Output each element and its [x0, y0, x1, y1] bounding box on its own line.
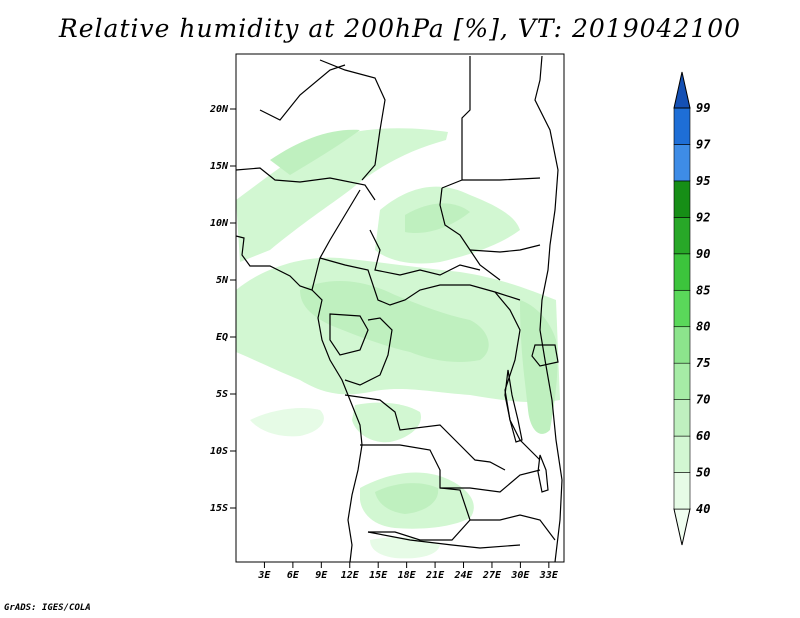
- lake-victoria: [531, 344, 559, 367]
- border-cameroon: [311, 189, 361, 291]
- colorbar-segment-7: [673, 217, 691, 255]
- colorbar-label-9: 95: [696, 174, 710, 188]
- lat-label-4: EQ: [216, 332, 228, 343]
- lon-label-4: 15E: [369, 570, 388, 581]
- border-angola: [360, 444, 471, 541]
- lat-label-0: 20N: [209, 104, 229, 115]
- colorbar-label-8: 92: [696, 210, 710, 224]
- colorbar-segment-5: [673, 289, 691, 328]
- colorbar-label-4: 75: [696, 356, 710, 370]
- lat-label-6: 10S: [210, 446, 228, 457]
- colorbar-label-1: 50: [696, 466, 710, 480]
- colorbar-label-3: 70: [696, 393, 710, 407]
- colorbar-label-11: 99: [696, 101, 710, 115]
- lon-label-6: 21E: [425, 570, 445, 581]
- lon-label-2: 9E: [315, 570, 328, 581]
- map-frame: [235, 53, 565, 563]
- country-borders: [235, 55, 563, 563]
- humidity-area-congo-core: [300, 280, 489, 363]
- colorbar: 40 50 60 70 75 80 85 90 92 95 97 99: [673, 71, 711, 546]
- lon-label-5: 18E: [398, 570, 417, 581]
- colorbar-segment-9: [673, 144, 691, 182]
- coastline-west: [235, 235, 363, 563]
- border-congo: [319, 257, 521, 306]
- humidity-area-sahel-core: [270, 129, 360, 175]
- border-namibia: [367, 531, 521, 549]
- humidity-field: [236, 128, 560, 559]
- colorbar-label-2: 60: [696, 429, 710, 443]
- longitude-axis: 3E 6E 9E 12E 15E 18E 21E 24E 27E 30E 33E: [257, 562, 559, 581]
- colorbar-label-6: 85: [696, 283, 710, 297]
- colorbar-segment-3: [673, 362, 691, 400]
- humidity-area-angola: [352, 402, 421, 443]
- border-chad-east: [439, 187, 501, 281]
- lon-label-1: 6E: [287, 570, 300, 581]
- humidity-area-atlantic: [250, 408, 324, 437]
- grads-credit: GrADS: IGES/COLA: [4, 603, 91, 613]
- humidity-area-southern-core: [375, 483, 439, 514]
- lon-label-8: 27E: [482, 570, 502, 581]
- lat-label-1: 15N: [210, 161, 229, 172]
- border-gabon: [329, 313, 369, 356]
- humidity-area-east-africa: [520, 300, 558, 434]
- lon-label-0: 3E: [257, 570, 271, 581]
- colorbar-segment-0: [673, 472, 691, 510]
- border-zimbabwe: [470, 514, 556, 541]
- lat-label-3: 5N: [216, 275, 229, 286]
- border-mali-niger: [259, 64, 346, 121]
- border-algeria-libya: [319, 59, 386, 181]
- colorbar-segment-1: [673, 435, 691, 473]
- colorbar-segment-10: [673, 107, 691, 145]
- border-car-north: [369, 229, 481, 276]
- colorbar-label-7: 90: [696, 247, 710, 261]
- colorbar-label-5: 80: [696, 320, 710, 334]
- coastline-east: [534, 55, 563, 563]
- colorbar-segment-4: [673, 326, 691, 364]
- border-libya-egypt: [441, 56, 471, 189]
- map-title: Relative humidity at 200hPa [%], VT: 201…: [58, 14, 742, 43]
- latitude-axis: 20N 15N 10N 5N EQ 5S 10S 15S: [209, 104, 236, 514]
- colorbar-high-arrow: [673, 71, 691, 109]
- lon-label-10: 33E: [539, 570, 559, 581]
- border-drc-west: [344, 317, 393, 386]
- colorbar-label-0: 40: [696, 502, 710, 516]
- border-egypt-sudan: [462, 177, 541, 181]
- border-niger-south: [235, 167, 376, 201]
- lat-label-2: 10N: [210, 218, 229, 229]
- humidity-area-south-lower: [370, 537, 440, 559]
- border-drc-south: [344, 394, 506, 471]
- humidity-area-sudan-core: [405, 203, 470, 234]
- lat-label-5: 5S: [216, 389, 228, 400]
- border-sudan-ssudan: [469, 244, 541, 253]
- border-zambia: [440, 469, 541, 493]
- colorbar-segment-2: [673, 399, 691, 437]
- colorbar-label-10: 97: [696, 137, 711, 151]
- lake-tanganyika: [504, 369, 523, 443]
- lat-label-7: 15S: [210, 503, 228, 514]
- colorbar-segment-8: [673, 180, 691, 218]
- colorbar-segment-6: [673, 253, 691, 291]
- lon-label-7: 24E: [453, 570, 473, 581]
- lake-malawi: [537, 454, 549, 493]
- lon-label-3: 12E: [341, 570, 360, 581]
- lon-label-9: 30E: [510, 570, 530, 581]
- colorbar-low-arrow: [673, 508, 691, 546]
